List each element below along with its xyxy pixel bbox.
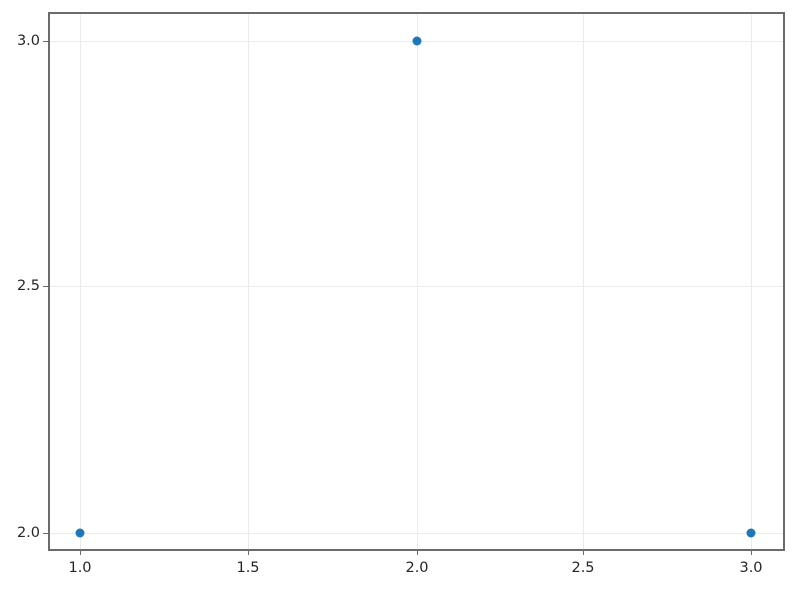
- gridline-horizontal-2.0: [48, 533, 785, 534]
- xtick-mark-2.0: [417, 551, 418, 555]
- xtick-mark-1.0: [80, 551, 81, 555]
- xtick-mark-3.0: [751, 551, 752, 555]
- data-point-2[interactable]: [412, 36, 422, 46]
- ytick-label-3.0: 3.0: [16, 33, 40, 49]
- xtick-label-2.0: 2.0: [405, 560, 429, 576]
- axis-spine-bottom: [48, 549, 785, 551]
- xtick-label-1.0: 1.0: [68, 560, 92, 576]
- gridline-vertical-2.5: [583, 12, 584, 551]
- axis-spine-left: [48, 12, 50, 551]
- xtick-mark-2.5: [583, 551, 584, 555]
- plot-area: [48, 12, 785, 551]
- gridline-vertical-1.0: [80, 12, 81, 551]
- ytick-mark-3.0: [43, 41, 48, 42]
- xtick-label-3.0: 3.0: [739, 560, 763, 576]
- gridline-vertical-3.0: [751, 12, 752, 551]
- xtick-mark-1.5: [248, 551, 249, 555]
- xtick-label-2.5: 2.5: [571, 560, 595, 576]
- gridline-vertical-2.0: [417, 12, 418, 551]
- ytick-mark-2.0: [43, 533, 48, 534]
- data-point-3[interactable]: [746, 528, 756, 538]
- ytick-mark-2.5: [43, 286, 48, 287]
- gridline-vertical-1.5: [248, 12, 249, 551]
- ytick-label-2.0: 2.0: [16, 525, 40, 541]
- data-point-1[interactable]: [75, 528, 85, 538]
- gridline-horizontal-2.5: [48, 286, 785, 287]
- axis-spine-top: [48, 12, 785, 14]
- xtick-label-1.5: 1.5: [236, 560, 260, 576]
- axis-spine-right: [783, 12, 785, 551]
- ytick-label-2.5: 2.5: [16, 278, 40, 294]
